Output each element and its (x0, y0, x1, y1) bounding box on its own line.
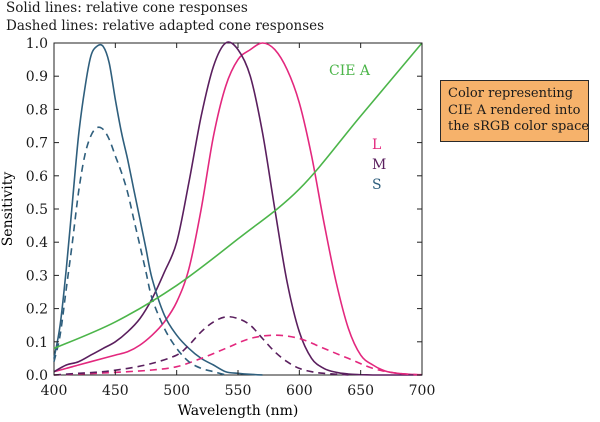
swatch-text-line-3: the sRGB color space (448, 119, 590, 134)
swatch-text-line-1: Color representing (448, 86, 574, 101)
series-line-cie-a (53, 42, 423, 350)
series-line-m-adapted (53, 315, 349, 376)
y-tick-label: 0.4 (26, 235, 48, 251)
y-tick-label: 0.8 (26, 102, 48, 118)
y-tick-label: 0.1 (26, 335, 48, 351)
y-tick-label: 0.7 (26, 136, 48, 152)
series-line-s (53, 43, 263, 376)
series-line-l (53, 42, 423, 376)
cie-a-label: CIE A (329, 63, 371, 79)
x-tick-label: 450 (102, 383, 129, 399)
series-line-s-adapted (53, 126, 226, 376)
legend-label-s: S (372, 177, 382, 193)
y-tick-label: 0.9 (26, 69, 48, 85)
x-tick-label: 400 (41, 383, 68, 399)
y-tick-label: 0.0 (26, 368, 48, 384)
x-axis-label: Wavelength (nm) (178, 403, 299, 419)
y-tick-label: 0.2 (26, 302, 48, 318)
x-tick-label: 700 (409, 383, 436, 399)
y-tick-label: 0.3 (26, 268, 48, 284)
swatch-text-line-2: CIE A rendered into (448, 102, 581, 118)
cie-a-color-swatch: Color representing CIE A rendered into t… (440, 80, 589, 142)
legend-label-l: L (372, 137, 381, 153)
y-axis-label: Sensitivity (0, 172, 16, 247)
x-tick-label: 550 (225, 383, 252, 399)
y-tick-label: 1.0 (26, 36, 48, 52)
ticks-layer: 400 450 500 550 600 650 700 0.0 0.1 0.2 0.3 0.4 0.5 0… (26, 36, 436, 399)
x-tick-label: 500 (163, 383, 190, 399)
legend-label-m: M (372, 157, 386, 173)
caption-dashed-lines: Dashed lines: relative adapted cone resp… (6, 18, 325, 34)
x-tick-label: 650 (347, 383, 374, 399)
y-tick-label: 0.5 (26, 202, 48, 218)
caption-solid-lines: Solid lines: relative cone responses (6, 0, 248, 16)
series-layer (53, 41, 423, 376)
y-tick-label: 0.6 (26, 169, 48, 185)
series-line-l-adapted (53, 334, 423, 376)
x-tick-label: 600 (286, 383, 313, 399)
